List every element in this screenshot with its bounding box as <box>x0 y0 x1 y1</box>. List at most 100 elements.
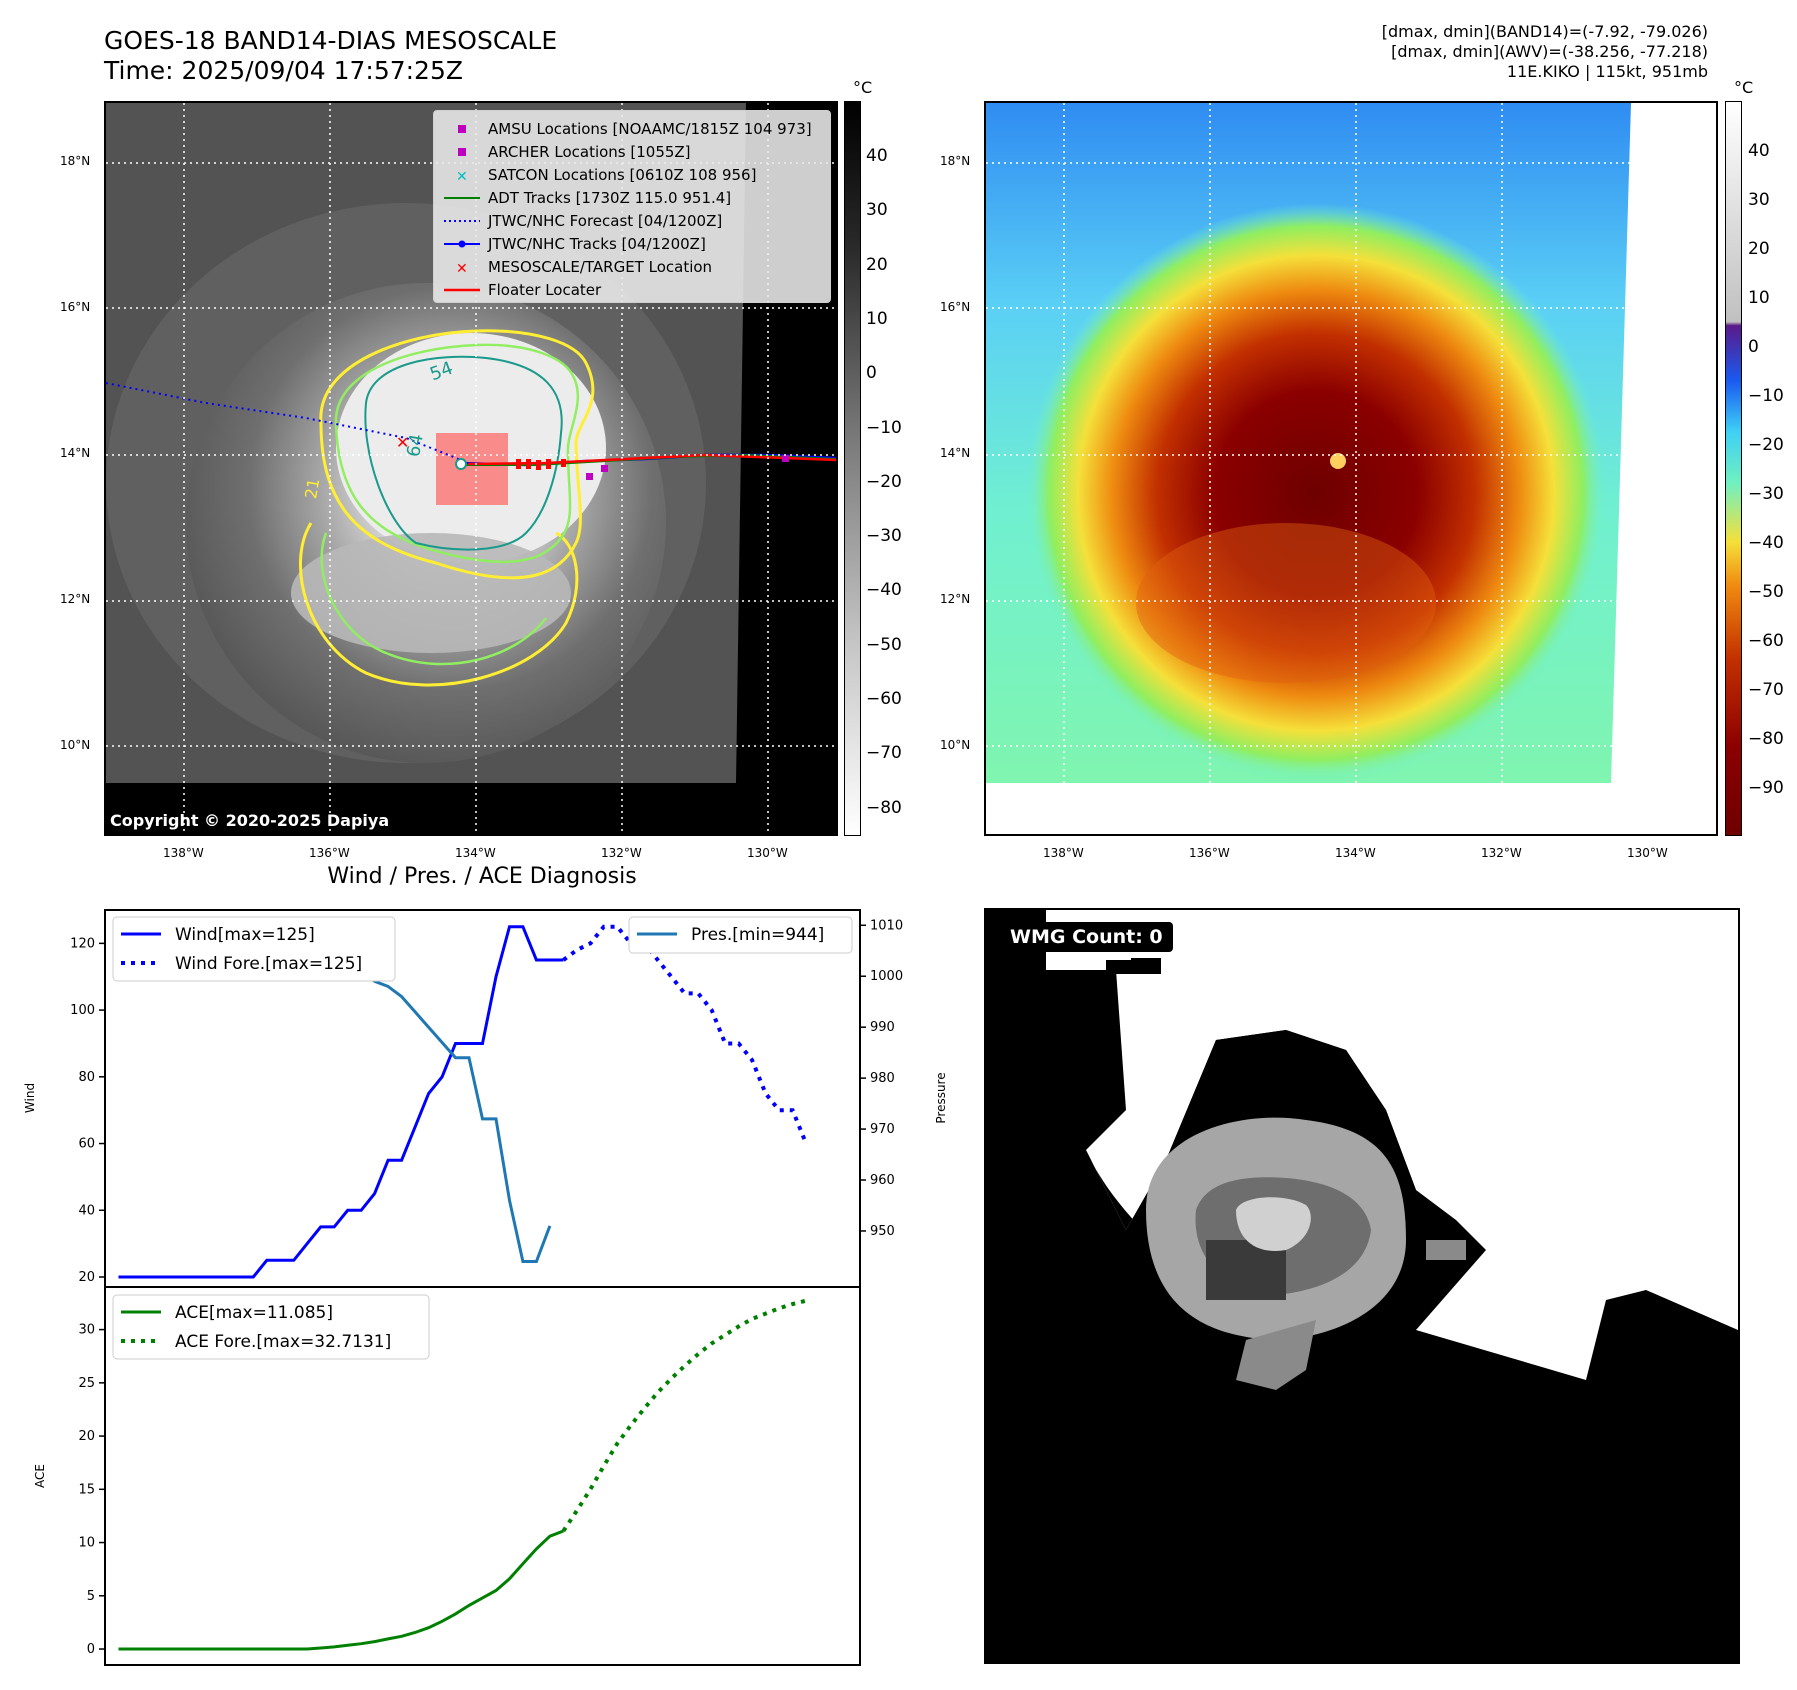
mesoscale-target-box <box>436 433 508 505</box>
square-marker-icon <box>458 147 466 156</box>
gray-colorbar-tick: 40 <box>866 146 888 166</box>
gray-colorbar-tick: 0 <box>866 363 877 384</box>
legend-item-archer: ARCHER Locations [1055Z] <box>442 140 822 163</box>
gray-colorbar-tick: 20 <box>866 254 888 275</box>
legend-item-amsu: AMSU Locations [NOAAMC/1815Z 104 973] <box>442 117 822 140</box>
pressure-legend: Pres.[min=944] <box>628 916 853 954</box>
color-colorbar-tick: −30 <box>1748 484 1784 504</box>
gray-colorbar-tick: −60 <box>866 689 902 709</box>
color-colorbar-tick: 0 <box>1748 337 1759 357</box>
lat-label-10n: 10°N <box>60 738 91 752</box>
legend-item-jtwc-tracks: JTWC/NHC Tracks [04/1200Z] <box>442 232 822 255</box>
lat-label-10n-right: 10°N <box>940 738 971 752</box>
jtwc-forecast-track <box>106 382 462 461</box>
contour-label-21: 21 <box>301 476 324 501</box>
gray-colorbar-tick: 30 <box>866 200 888 221</box>
ir-map-panel: ✕ 54 64 21 Copyright © 2020-2025 Dapiya … <box>104 101 838 836</box>
amsu-markers <box>586 455 789 480</box>
wind-axis-tick-label: 60 <box>78 1137 95 1152</box>
pressure-axis-tick-label: 960 <box>870 1173 895 1188</box>
ace-axis-tick-label: 30 <box>78 1323 95 1338</box>
color-colorbar-tick: −70 <box>1748 680 1784 700</box>
figure-title: GOES-18 BAND14-DIAS MESOSCALE <box>104 26 558 55</box>
dotted-line-icon <box>444 219 480 222</box>
map-legend: AMSU Locations [NOAAMC/1815Z 104 973] AR… <box>433 110 831 303</box>
lat-label-12n-right: 12°N <box>940 592 971 606</box>
square-marker-icon <box>458 124 466 133</box>
contour-green-south <box>320 532 547 666</box>
color-colorbar-tick: −80 <box>1748 729 1784 749</box>
lon-label-134w: 134°W <box>455 846 496 860</box>
wind-axis-ticks: 20 40 60 80 100 120 <box>70 936 105 1285</box>
wmg-gray-south <box>1236 1320 1316 1390</box>
storm-core-color <box>1026 203 1606 783</box>
contour-teal <box>364 355 563 551</box>
lat-label-18n: 18°N <box>60 154 91 168</box>
contour-yellow <box>319 329 595 580</box>
color-colorbar-tick: −40 <box>1748 533 1784 553</box>
color-colorbar-unit: °C <box>1734 78 1754 97</box>
ace-legend-box <box>112 1294 430 1360</box>
gray-colorbar <box>844 101 861 836</box>
wind-axis-tick-label: 20 <box>78 1270 95 1285</box>
color-colorbar-tick: −60 <box>1748 631 1784 651</box>
lon-label-130w: 130°W <box>747 846 788 860</box>
wind-axis-tick-label: 120 <box>70 936 95 951</box>
lon-label-136w-right: 136°W <box>1189 846 1230 860</box>
ace-forecast-series-line <box>561 1298 807 1533</box>
line-marker-icon <box>444 288 480 291</box>
lon-label-130w-right: 130°W <box>1627 846 1668 860</box>
color-colorbar <box>1725 101 1742 836</box>
color-map-canvas <box>986 103 1716 834</box>
pressure-axis-tick-label: 980 <box>870 1071 895 1086</box>
diagnosis-title: Wind / Pres. / ACE Diagnosis <box>327 864 637 889</box>
wmg-patch-1 <box>1106 960 1134 974</box>
gray-colorbar-tick: 10 <box>866 308 888 329</box>
ace-axis-tick-label: 5 <box>87 1589 95 1604</box>
pressure-axis-tick-label: 990 <box>870 1020 895 1035</box>
storm-eye-color <box>1330 453 1346 469</box>
pressure-axis-tick-label: 1000 <box>870 969 903 984</box>
wind-axis-tick-label: 80 <box>78 1070 95 1085</box>
color-colorbar-tick: 20 <box>1748 239 1770 259</box>
wmg-eye <box>1236 1197 1311 1251</box>
gray-colorbar-tick: −10 <box>866 417 902 438</box>
ace-axis-tick-label: 15 <box>78 1482 95 1497</box>
southern-band-color <box>1136 523 1436 683</box>
contour-label-64: 64 <box>403 432 428 459</box>
info-awv: [dmax, dmin](AWV)=(-38.256, -77.218) <box>1391 42 1708 61</box>
wind-legend-box <box>112 916 396 982</box>
color-colorbar-tick: −90 <box>1748 778 1784 798</box>
wind-forecast-series-line <box>562 924 808 1145</box>
x-marker-icon: ✕ <box>456 261 468 277</box>
contour-green <box>334 343 580 564</box>
lon-label-132w: 132°W <box>601 846 642 860</box>
color-colorbar-tick: 10 <box>1748 288 1770 308</box>
ace-axis-tick-label: 25 <box>78 1376 95 1391</box>
wmg-count-badge: WMG Count: 0 <box>1000 922 1173 952</box>
wmg-panel: WMG Count: 0 <box>984 908 1740 1664</box>
lon-label-138w: 138°W <box>163 846 204 860</box>
lon-label-132w-right: 132°W <box>1481 846 1522 860</box>
legend-item-floater: Floater Locater <box>442 278 822 301</box>
legend-item-adt: ADT Tracks [1730Z 115.0 951.4] <box>442 186 822 209</box>
color-colorbar-tick: 40 <box>1748 141 1770 161</box>
gray-colorbar-tick: −50 <box>866 634 902 655</box>
figure-time: Time: 2025/09/04 17:57:25Z <box>104 56 463 85</box>
info-band14: [dmax, dmin](BAND14)=(-7.92, -79.026) <box>1381 22 1708 41</box>
mesoscale-markers <box>516 459 566 470</box>
pressure-axis-ticks: 950 960 970 980 990 1000 1010 <box>860 918 903 1239</box>
ace-legend: ACE[max=11.085] ACE Fore.[max=32.7131] <box>112 1294 430 1360</box>
lat-label-14n-right: 14°N <box>940 446 971 460</box>
legend-item-satcon: ✕ SATCON Locations [0610Z 108 956] <box>442 163 822 186</box>
color-map-panel <box>984 101 1718 836</box>
wmg-canvas <box>986 910 1738 1662</box>
color-colorbar-tick: −10 <box>1748 386 1784 406</box>
storm-eye <box>455 458 467 470</box>
ace-axis-label: ACE <box>33 1464 47 1488</box>
pressure-axis-tick-label: 950 <box>870 1224 895 1239</box>
color-gridlines <box>986 103 1716 834</box>
contour-yellow-south <box>299 522 579 687</box>
gray-colorbar-tick: −80 <box>866 797 902 818</box>
